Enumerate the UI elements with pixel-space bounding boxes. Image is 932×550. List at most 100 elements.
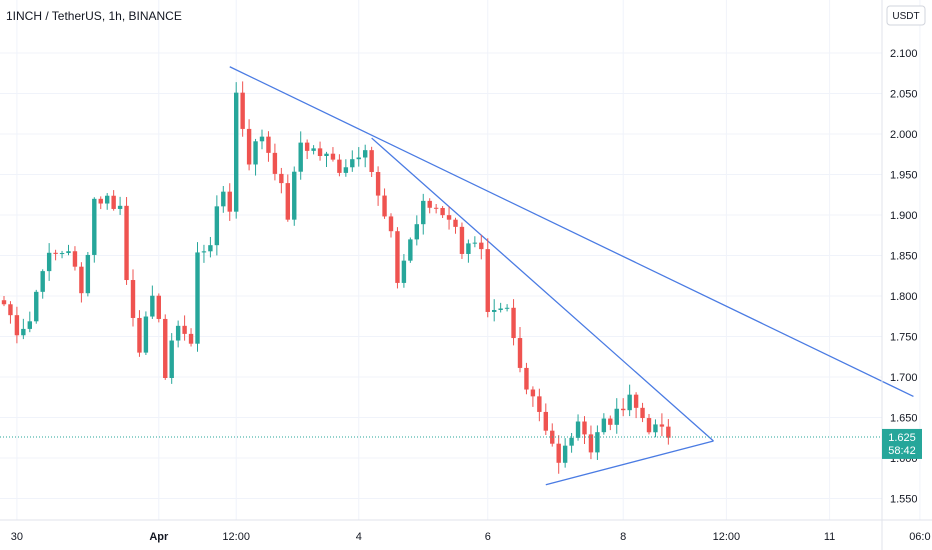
- candle: [440, 206, 445, 219]
- trendlines[interactable]: [229, 66, 914, 486]
- candle: [414, 215, 419, 246]
- candle: [653, 419, 658, 438]
- currency-badge[interactable]: USDT: [886, 5, 926, 26]
- candle: [279, 167, 284, 194]
- candle: [227, 183, 232, 221]
- candle: [498, 302, 503, 313]
- candle: [640, 402, 645, 423]
- candle: [85, 251, 91, 297]
- y-tick-label: 1.650: [890, 413, 918, 425]
- candle: [556, 435, 561, 474]
- trendline-inner-resistance[interactable]: [371, 137, 714, 442]
- chart-title: 1INCH / TetherUS, 1h, BINANCE: [6, 9, 182, 23]
- candle: [459, 222, 465, 259]
- candle: [363, 144, 368, 168]
- y-tick-label: 2.100: [890, 48, 918, 60]
- x-tick-label: 4: [356, 531, 362, 543]
- candle: [582, 416, 587, 445]
- candle: [201, 244, 207, 263]
- x-tick-label: Apr: [149, 531, 169, 543]
- candle: [53, 249, 58, 261]
- candle: [266, 131, 271, 162]
- candle: [621, 398, 626, 417]
- candle: [485, 238, 490, 318]
- x-tick-label: 6: [485, 531, 491, 543]
- candle: [117, 196, 123, 215]
- candle: [182, 315, 187, 341]
- candle: [66, 244, 71, 256]
- trendline-lower-support[interactable]: [545, 440, 714, 486]
- candle: [188, 328, 194, 347]
- y-tick-label: 1.800: [890, 291, 918, 303]
- candle: [111, 190, 116, 211]
- candle: [666, 419, 671, 445]
- current-price-value: 1.625: [888, 432, 916, 444]
- x-tick-label: 06:0: [909, 531, 930, 543]
- current-price-tag: 1.625 58:42: [882, 428, 922, 459]
- candle: [517, 327, 523, 373]
- candle: [272, 143, 278, 181]
- candle: [633, 392, 639, 419]
- candle: [511, 299, 516, 346]
- x-tick-label: 12:00: [713, 531, 741, 543]
- candle: [427, 198, 432, 214]
- candle: [285, 174, 290, 222]
- candle: [240, 81, 245, 137]
- candle: [150, 285, 155, 319]
- candles: [1, 81, 671, 474]
- currency-label: USDT: [892, 11, 919, 22]
- candle: [550, 423, 555, 447]
- candle: [324, 151, 329, 167]
- candle: [143, 311, 149, 355]
- candle: [504, 304, 510, 312]
- candle: [388, 213, 394, 238]
- candle: [453, 217, 458, 234]
- candle: [246, 119, 252, 171]
- candle: [8, 301, 13, 324]
- candle: [382, 188, 387, 219]
- candle: [408, 237, 413, 263]
- candle: [21, 318, 26, 340]
- x-tick-label: 12:00: [222, 531, 250, 543]
- candle: [298, 131, 303, 180]
- candle: [317, 141, 323, 161]
- y-tick-label: 1.550: [890, 494, 918, 506]
- candle: [421, 193, 426, 235]
- candle: [595, 425, 600, 460]
- candle: [479, 234, 484, 260]
- candle: [105, 193, 110, 210]
- candle: [234, 82, 239, 219]
- countdown-timer: 58:42: [888, 445, 916, 457]
- candle: [562, 438, 568, 468]
- x-tick-label: 30: [11, 531, 23, 543]
- candle: [72, 246, 78, 271]
- y-tick-label: 1.900: [890, 210, 918, 222]
- candle: [34, 289, 39, 324]
- candle: [259, 129, 265, 150]
- trendline-upper-resistance[interactable]: [229, 66, 914, 398]
- candle: [292, 166, 297, 226]
- candle: [492, 299, 497, 322]
- candle: [221, 186, 226, 213]
- candle: [646, 414, 652, 435]
- candle: [304, 139, 310, 160]
- candle: [214, 195, 220, 256]
- candle: [98, 196, 103, 210]
- candle: [433, 203, 439, 214]
- candle: [537, 388, 542, 422]
- candle: [92, 197, 97, 263]
- candle: [588, 425, 594, 460]
- y-tick-label: 2.050: [890, 89, 918, 101]
- candle: [627, 384, 632, 417]
- candle: [195, 242, 200, 352]
- candle: [530, 386, 536, 407]
- candle: [343, 159, 349, 177]
- candle: [543, 403, 548, 435]
- candle: [614, 398, 619, 434]
- grid: [0, 0, 921, 520]
- candle: [311, 145, 316, 155]
- candle: [472, 236, 478, 248]
- time-axis[interactable]: 30 Apr 12:00 4 6 8 12:00 11 06:0: [11, 531, 931, 543]
